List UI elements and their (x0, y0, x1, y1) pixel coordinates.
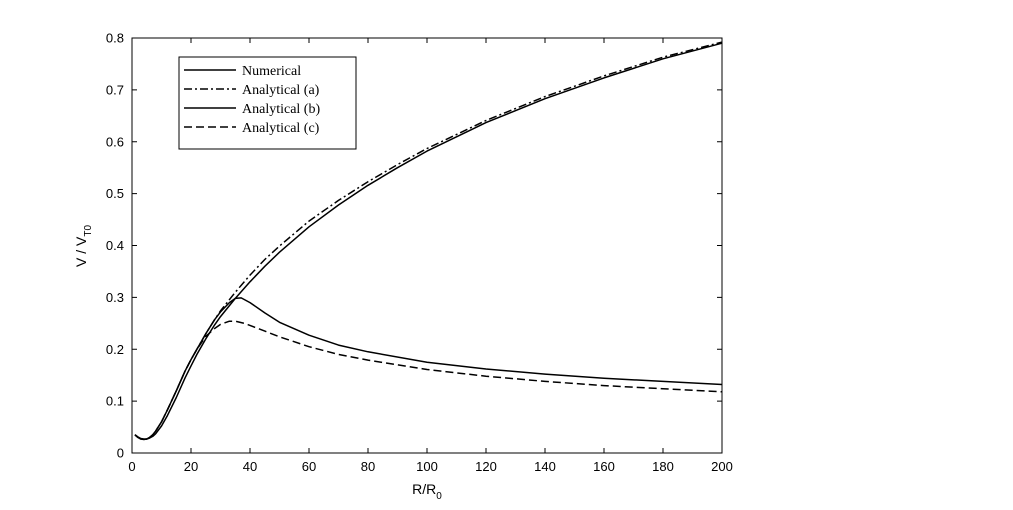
y-tick-label: 0.5 (106, 186, 124, 201)
y-tick-label: 0.2 (106, 342, 124, 357)
x-tick-label: 180 (652, 459, 674, 474)
x-tick-label: 100 (416, 459, 438, 474)
y-tick-label: 0 (117, 446, 124, 461)
series-line-analytical-c (134, 320, 723, 441)
y-axis-label: V / VT0 (73, 225, 94, 267)
legend-box (178, 56, 357, 150)
x-tick-label: 160 (593, 459, 615, 474)
series-layer (134, 41, 723, 441)
y-tick-label: 0.6 (106, 134, 124, 149)
legend-label: Analytical (b) (242, 102, 320, 117)
x-tick-label: 40 (243, 459, 257, 474)
y-axis: 0 0.1 0.2 0.3 0.4 0.5 0.6 0.7 0.8 (106, 31, 722, 461)
x-tick-label: 20 (184, 459, 198, 474)
x-axis-label: R/R0 (412, 481, 442, 502)
legend-items: Numerical Analytical (a) Analytical (b) Ana… (184, 64, 320, 136)
x-tick-label: 80 (361, 459, 375, 474)
x-axis: 0 20 40 60 80 100 120 140 160 180 200 (128, 38, 733, 474)
y-tick-label: 0.7 (106, 82, 124, 97)
y-tick-label: 0.3 (106, 290, 124, 305)
legend-label: Analytical (a) (242, 83, 320, 98)
y-tick-label: 0.1 (106, 394, 124, 409)
y-tick-label: 0.4 (106, 238, 124, 253)
y-tick-label: 0.8 (106, 31, 124, 46)
legend-label: Numerical (242, 64, 301, 79)
legend: Numerical Analytical (a) Analytical (b) Ana… (178, 56, 357, 150)
x-tick-label: 0 (128, 459, 135, 474)
x-tick-label: 140 (534, 459, 556, 474)
x-tick-label: 60 (302, 459, 316, 474)
x-tick-label: 120 (475, 459, 497, 474)
x-tick-label: 200 (711, 459, 733, 474)
legend-label: Analytical (c) (242, 121, 320, 136)
